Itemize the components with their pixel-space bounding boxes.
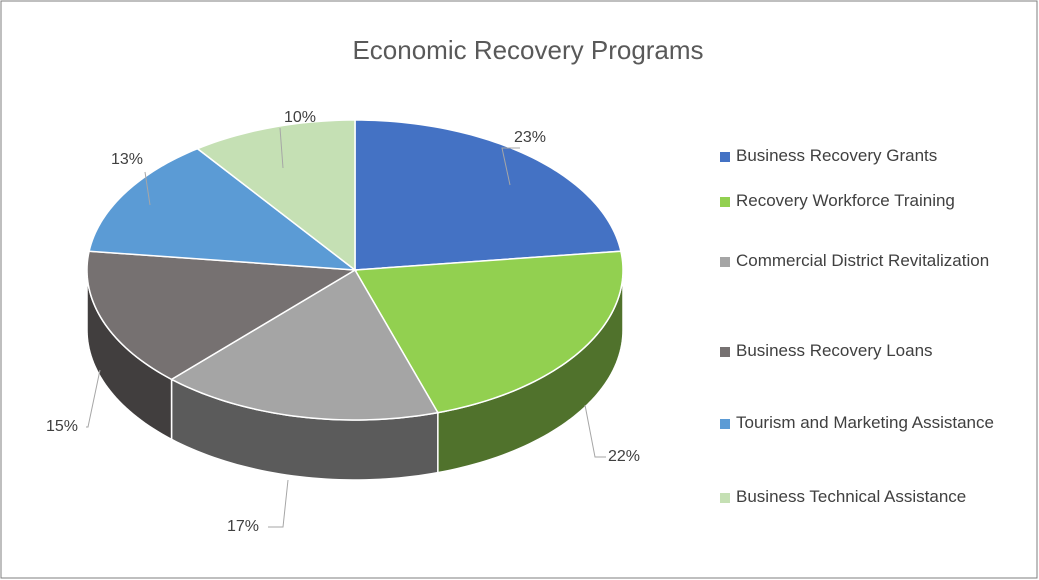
- leader-line: [584, 404, 606, 458]
- chart-title: Economic Recovery Programs: [352, 35, 703, 65]
- legend-label: Business Recovery Loans: [736, 341, 933, 360]
- leader-line: [268, 479, 289, 528]
- legend-line: Business Recovery Loans: [736, 341, 933, 360]
- data-label: 17%: [227, 518, 259, 535]
- legend-marker: [720, 152, 730, 162]
- legend-line: Business Technical Assistance: [736, 487, 966, 506]
- pie-slice: [195, 119, 356, 272]
- legend-line: Commercial District Revitalization: [736, 251, 989, 270]
- legend-label: Business Recovery Grants: [736, 146, 937, 165]
- legend-line: Business Recovery Grants: [736, 146, 937, 165]
- data-label: 23%: [514, 129, 546, 146]
- legend-label: Tourism and Marketing Assistance: [736, 413, 994, 432]
- legend-marker: [720, 419, 730, 429]
- pie-slice: [354, 119, 622, 271]
- legend-marker: [720, 197, 730, 207]
- pie-tops: [86, 119, 624, 421]
- data-label: 13%: [111, 151, 143, 168]
- legend-marker: [720, 493, 730, 503]
- leader-line: [279, 127, 284, 169]
- legend-line: Tourism and Marketing Assistance: [736, 413, 994, 432]
- legend-label: Business Technical Assistance: [736, 487, 966, 506]
- legend-label: Recovery Workforce Training: [736, 191, 955, 210]
- data-label: 15%: [46, 418, 78, 435]
- pie-slice: [169, 268, 440, 421]
- data-label: 10%: [284, 109, 316, 126]
- legend-marker: [720, 347, 730, 357]
- leader-line: [86, 369, 101, 428]
- leader-line: [501, 147, 520, 186]
- data-label: 22%: [608, 448, 640, 465]
- legend-marker: [720, 257, 730, 267]
- pie-slice: [353, 250, 624, 414]
- legend-label: Commercial District Revitalization: [736, 251, 989, 270]
- leader-line: [144, 171, 151, 206]
- pie-slice: [88, 147, 358, 271]
- pie-slice: [86, 250, 358, 381]
- legend-line: Recovery Workforce Training: [736, 191, 955, 210]
